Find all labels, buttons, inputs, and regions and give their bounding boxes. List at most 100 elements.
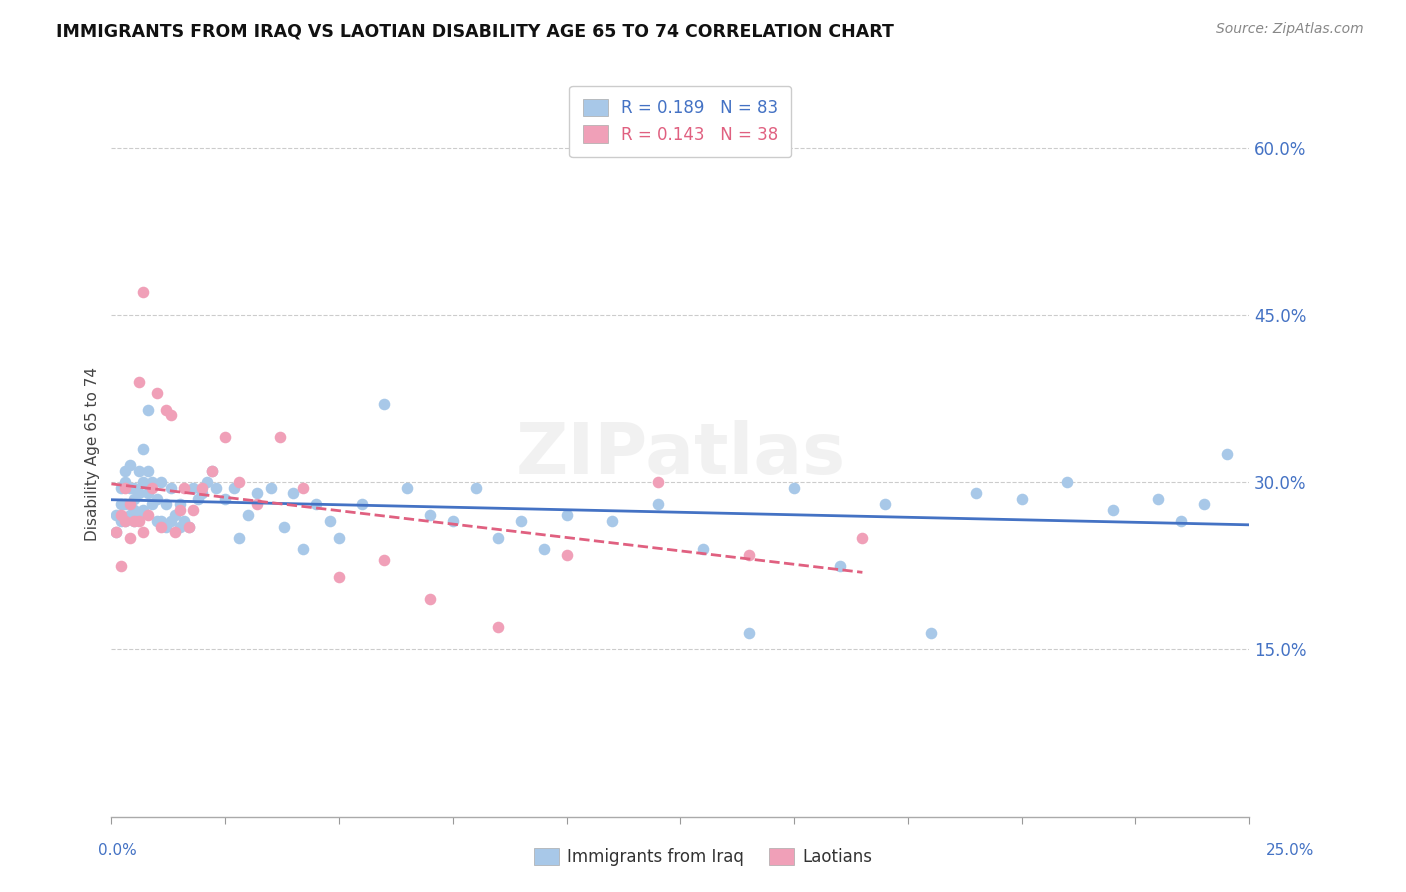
Point [191, 486, 214, 500]
Point [555, 508, 578, 523]
Point [122, 491, 145, 506]
Point [128, 508, 150, 523]
Point [114, 481, 136, 495]
Point [205, 481, 228, 495]
Point [132, 503, 155, 517]
Point [132, 525, 155, 540]
Point [1215, 447, 1237, 461]
Point [110, 514, 132, 528]
Point [128, 375, 150, 389]
Point [146, 385, 169, 400]
Point [269, 430, 291, 444]
Point [169, 519, 191, 533]
Point [228, 531, 250, 545]
Point [441, 514, 464, 528]
Point [1101, 503, 1123, 517]
Point [187, 491, 209, 506]
Point [165, 525, 187, 540]
Point [214, 430, 236, 444]
Point [118, 508, 141, 523]
Point [851, 531, 873, 545]
Point [1011, 491, 1033, 506]
Point [141, 475, 163, 489]
Point [486, 531, 509, 545]
Point [155, 402, 177, 417]
Point [114, 514, 136, 528]
Point [110, 497, 132, 511]
Point [200, 464, 222, 478]
Point [246, 486, 269, 500]
Point [191, 481, 214, 495]
Point [1056, 475, 1078, 489]
Point [159, 481, 181, 495]
Point [328, 531, 350, 545]
Point [236, 508, 259, 523]
Text: Source: ZipAtlas.com: Source: ZipAtlas.com [1216, 22, 1364, 37]
Point [114, 464, 136, 478]
Point [136, 464, 159, 478]
Point [132, 442, 155, 456]
Point [419, 592, 441, 607]
Point [305, 497, 328, 511]
Point [533, 541, 555, 556]
Point [104, 525, 127, 540]
Point [150, 475, 173, 489]
Point [150, 519, 173, 533]
Legend: Immigrants from Iraq, Laotians: Immigrants from Iraq, Laotians [526, 840, 880, 875]
Point [146, 491, 169, 506]
Point [875, 497, 897, 511]
Point [177, 519, 200, 533]
Point [396, 481, 419, 495]
Text: IMMIGRANTS FROM IRAQ VS LAOTIAN DISABILITY AGE 65 TO 74 CORRELATION CHART: IMMIGRANTS FROM IRAQ VS LAOTIAN DISABILI… [56, 22, 894, 40]
Point [373, 397, 395, 411]
Point [486, 620, 509, 634]
Point [214, 491, 236, 506]
Point [128, 464, 150, 478]
Point [114, 514, 136, 528]
Point [737, 548, 759, 562]
Point [165, 508, 187, 523]
Point [122, 514, 145, 528]
Point [150, 514, 173, 528]
Point [291, 541, 314, 556]
Point [555, 548, 578, 562]
Point [132, 475, 155, 489]
Point [132, 285, 155, 300]
Point [114, 475, 136, 489]
Point [169, 503, 191, 517]
Point [600, 514, 623, 528]
Point [319, 514, 342, 528]
Point [136, 402, 159, 417]
Point [122, 503, 145, 517]
Point [464, 481, 486, 495]
Point [224, 481, 246, 495]
Point [173, 481, 195, 495]
Y-axis label: Disability Age 65 to 74: Disability Age 65 to 74 [86, 368, 100, 541]
Point [328, 570, 350, 584]
Point [141, 497, 163, 511]
Point [114, 497, 136, 511]
Point [291, 481, 314, 495]
Point [783, 481, 806, 495]
Point [141, 481, 163, 495]
Point [118, 481, 141, 495]
Point [647, 497, 669, 511]
Point [920, 625, 942, 640]
Point [419, 508, 441, 523]
Point [169, 497, 191, 511]
Point [183, 503, 205, 517]
Point [155, 519, 177, 533]
Point [246, 497, 269, 511]
Point [373, 553, 395, 567]
Point [510, 514, 533, 528]
Point [146, 514, 169, 528]
Point [122, 481, 145, 495]
Point [136, 508, 159, 523]
Point [965, 486, 987, 500]
Point [128, 514, 150, 528]
Point [110, 481, 132, 495]
Point [136, 486, 159, 500]
Point [104, 525, 127, 540]
Point [118, 497, 141, 511]
Point [283, 486, 305, 500]
